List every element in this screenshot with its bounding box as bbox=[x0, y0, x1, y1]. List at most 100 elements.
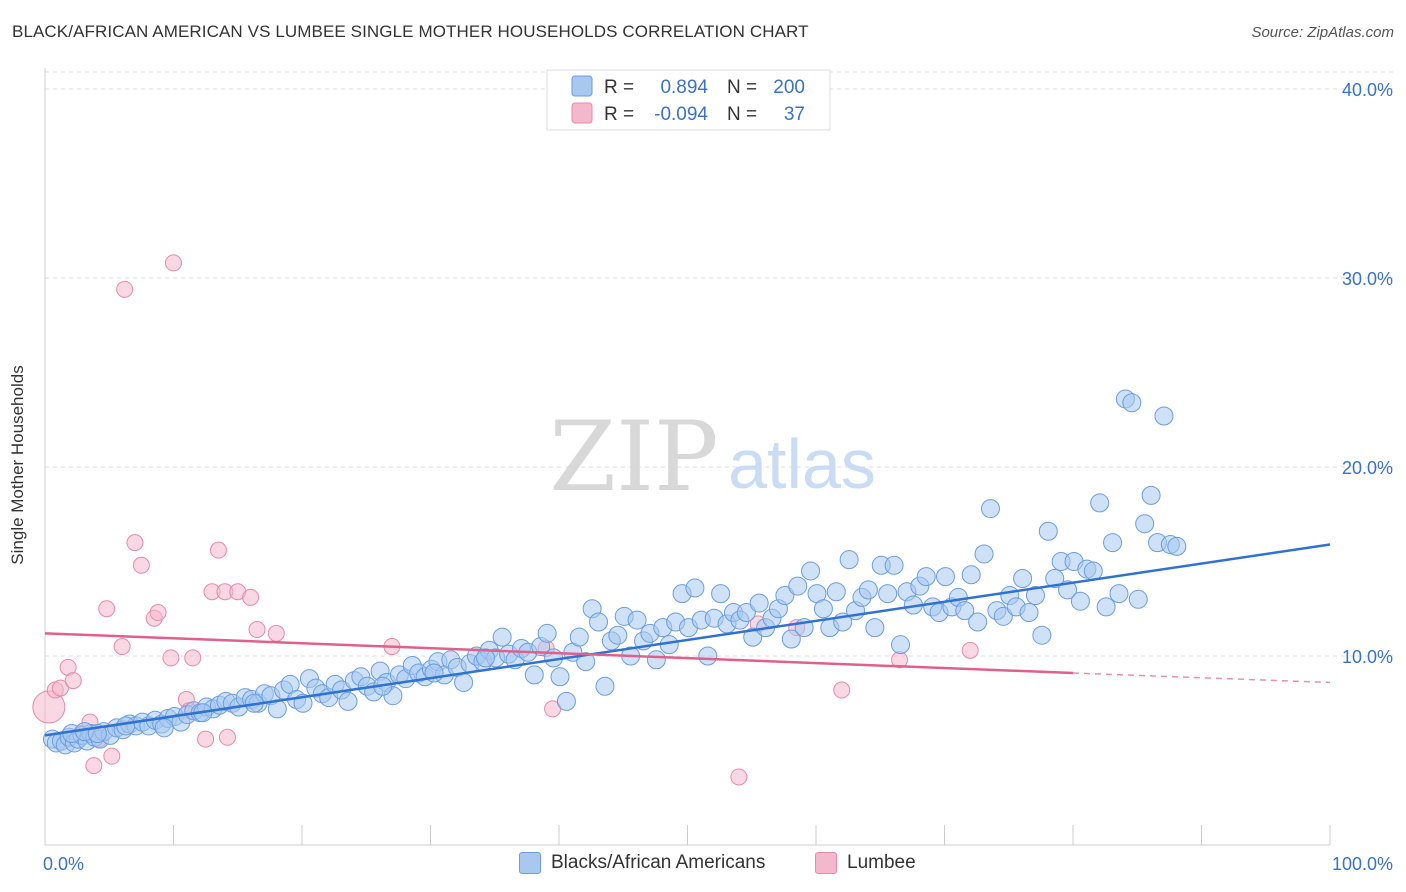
blue-point-136 bbox=[891, 635, 911, 655]
pink-point-12 bbox=[116, 280, 134, 298]
pink-point-33 bbox=[544, 700, 562, 718]
blue-point-140 bbox=[916, 567, 936, 587]
blue-point-172 bbox=[1122, 393, 1142, 413]
pink-point-11 bbox=[113, 638, 131, 656]
blue-trend-line bbox=[44, 543, 1331, 737]
pink-point-30 bbox=[267, 624, 285, 642]
legend-top-swatch-pink bbox=[571, 102, 593, 124]
pink-point-16 bbox=[149, 604, 167, 622]
blue-point-131 bbox=[858, 580, 878, 600]
blue-point-143 bbox=[936, 567, 955, 587]
blue-point-157 bbox=[1025, 586, 1045, 606]
pink-point-21 bbox=[184, 649, 202, 667]
blue-point-170 bbox=[1109, 584, 1129, 604]
blue-point-84 bbox=[556, 691, 576, 711]
legend-label-blacks: Blacks/African Americans bbox=[551, 852, 766, 873]
x-tick-label-1: 100.0% bbox=[1332, 854, 1393, 874]
blue-point-83 bbox=[550, 667, 570, 687]
pink-point-22 bbox=[197, 730, 215, 748]
blue-point-86 bbox=[569, 627, 589, 647]
blue-point-81 bbox=[537, 623, 557, 643]
pink-point-37 bbox=[833, 681, 851, 699]
blue-point-135 bbox=[884, 555, 904, 575]
pink-point-29 bbox=[248, 621, 266, 639]
blue-point-150 bbox=[980, 499, 1000, 519]
blue-point-166 bbox=[1083, 561, 1103, 581]
pink-point-14 bbox=[132, 556, 150, 574]
blue-point-167 bbox=[1090, 493, 1110, 513]
blue-point-149 bbox=[974, 544, 994, 564]
legend-swatch-pink bbox=[815, 852, 837, 874]
legend-label-lumbee: Lumbee bbox=[847, 852, 916, 873]
blue-point-92 bbox=[608, 625, 628, 645]
blue-point-118 bbox=[775, 586, 795, 606]
pink-point-26 bbox=[218, 728, 236, 746]
axes bbox=[44, 68, 1331, 846]
blue-point-173 bbox=[1128, 589, 1148, 609]
y-tick-label-0: 10.0% bbox=[1342, 647, 1393, 667]
pink-point-7 bbox=[85, 757, 103, 775]
pink-point-2 bbox=[51, 679, 69, 697]
grid-lines bbox=[45, 71, 1395, 657]
legend-top-n-label-2: N = bbox=[727, 104, 757, 125]
pink-point-28 bbox=[242, 588, 260, 606]
blue-point-184 bbox=[154, 718, 174, 738]
legend-top-n-value-2: 37 bbox=[784, 104, 805, 125]
blue-point-155 bbox=[1013, 569, 1033, 589]
legend-top-r-label-1: R = bbox=[604, 77, 634, 98]
blue-point-87 bbox=[576, 652, 596, 672]
blue-point-156 bbox=[1019, 603, 1039, 623]
blue-point-189 bbox=[475, 648, 495, 668]
blue-point-79 bbox=[524, 665, 544, 685]
blue-point-159 bbox=[1038, 521, 1058, 541]
blue-point-106 bbox=[698, 646, 718, 666]
blue-point-183 bbox=[116, 716, 136, 736]
watermark: ZIP atlas bbox=[549, 401, 876, 513]
pink-point-13 bbox=[126, 534, 144, 552]
pink-trend-line-extension bbox=[1072, 672, 1331, 684]
legend-top-n-value-1: 200 bbox=[773, 77, 805, 98]
y-tick-label-1: 20.0% bbox=[1342, 458, 1393, 478]
blue-point-152 bbox=[993, 606, 1013, 626]
blue-point-147 bbox=[961, 565, 981, 585]
blue-point-179 bbox=[1167, 536, 1187, 556]
blue-point-168 bbox=[1096, 597, 1116, 617]
pink-point-24 bbox=[209, 541, 227, 559]
black-african-american-points bbox=[42, 389, 1187, 755]
blue-point-134 bbox=[878, 584, 898, 604]
pink-point-39 bbox=[961, 641, 979, 659]
chart-title: BLACK/AFRICAN AMERICAN VS LUMBEE SINGLE … bbox=[12, 22, 809, 41]
legend-top-r-value-1: 0.894 bbox=[660, 77, 708, 98]
blue-point-128 bbox=[839, 550, 859, 570]
blue-point-124 bbox=[813, 599, 833, 619]
blue-point-95 bbox=[627, 610, 647, 630]
blue-point-74 bbox=[492, 627, 512, 647]
blue-point-108 bbox=[711, 584, 731, 604]
blue-point-146 bbox=[955, 601, 975, 621]
blue-point-114 bbox=[749, 593, 769, 613]
blue-point-120 bbox=[788, 576, 808, 596]
blue-point-175 bbox=[1141, 485, 1161, 505]
blue-point-68 bbox=[454, 672, 474, 692]
watermark-zip: ZIP bbox=[549, 401, 718, 513]
blue-point-112 bbox=[736, 603, 756, 623]
blue-point-169 bbox=[1103, 533, 1123, 553]
blue-point-113 bbox=[743, 627, 763, 647]
source-label: Source: ZipAtlas.com bbox=[1251, 24, 1394, 41]
blue-point-89 bbox=[589, 612, 609, 632]
blue-point-174 bbox=[1135, 514, 1155, 534]
blue-point-148 bbox=[968, 612, 988, 632]
blue-point-126 bbox=[826, 582, 846, 602]
legend-top-box bbox=[546, 69, 831, 131]
legend-top-swatch-blue bbox=[571, 75, 593, 97]
blue-point-164 bbox=[1070, 591, 1090, 611]
legend-top-r-label-2: R = bbox=[604, 104, 634, 125]
blue-point-98 bbox=[646, 650, 666, 670]
y-tick-labels: 10.0% 20.0% 30.0% 40.0% bbox=[1342, 80, 1393, 667]
blue-point-160 bbox=[1045, 569, 1065, 589]
pink-point-10 bbox=[103, 747, 121, 765]
blue-point-177 bbox=[1154, 406, 1174, 426]
lumbee-points bbox=[32, 254, 979, 786]
pink-point-17 bbox=[162, 649, 180, 667]
blue-point-158 bbox=[1032, 625, 1052, 645]
